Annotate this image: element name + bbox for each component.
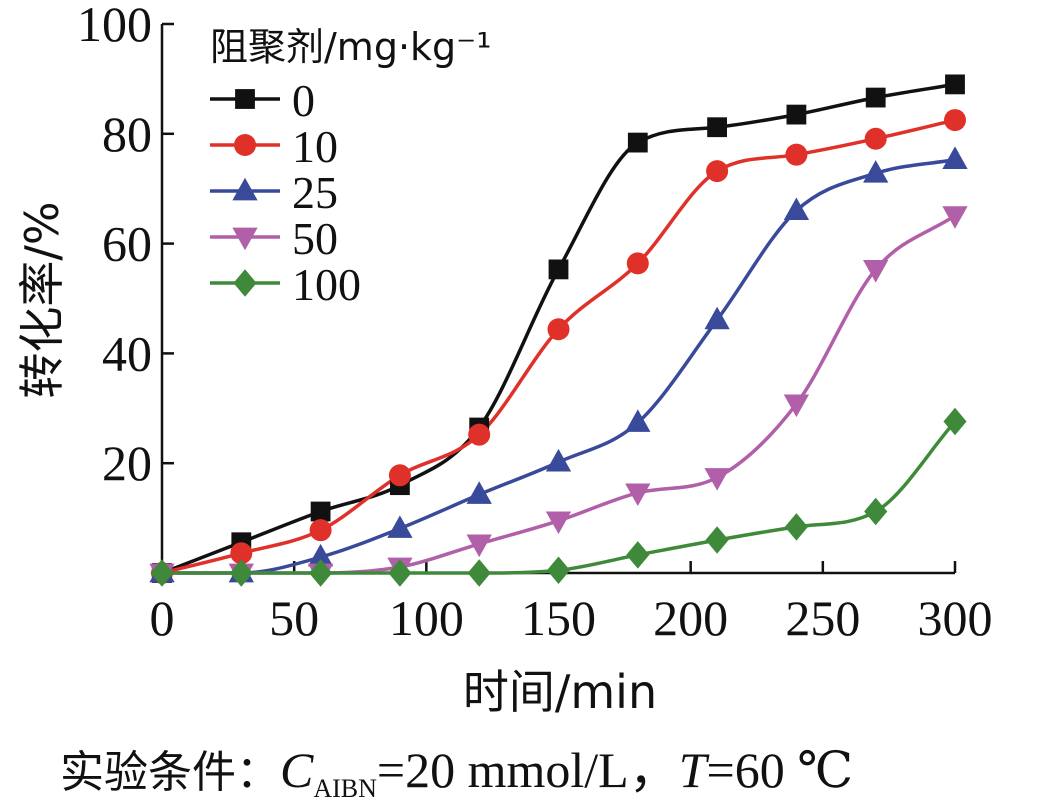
legend-label-10: 10 xyxy=(292,121,338,172)
data-point-100 xyxy=(546,556,571,585)
data-point-10 xyxy=(706,160,729,183)
legend-title: 阻聚剂/mg·kg⁻¹ xyxy=(210,25,491,69)
data-point-25 xyxy=(942,146,968,169)
legend-marker-50 xyxy=(232,227,258,251)
x-tick-label: 0 xyxy=(150,590,175,646)
data-point-10 xyxy=(864,127,887,150)
x-tick-label: 300 xyxy=(918,590,993,646)
series-line-25 xyxy=(161,157,956,575)
data-point-100 xyxy=(784,513,808,541)
data-point-10 xyxy=(785,143,808,166)
data-point-50 xyxy=(625,483,651,507)
legend-marker-25 xyxy=(232,177,258,201)
data-point-100 xyxy=(864,497,888,526)
data-point-100 xyxy=(229,559,253,587)
x-tick-label: 150 xyxy=(521,590,596,646)
y-axis-title: 转化率/% xyxy=(15,201,69,398)
series-line-10 xyxy=(161,118,956,575)
data-point-0 xyxy=(548,259,569,280)
legend-label-0: 0 xyxy=(292,75,315,126)
data-point-25 xyxy=(545,448,572,472)
y-tick-label: 20 xyxy=(102,435,152,491)
y-tick-label: 60 xyxy=(102,216,152,272)
x-axis-title: 时间/min xyxy=(463,665,657,719)
data-point-0 xyxy=(310,501,331,522)
data-point-10 xyxy=(626,252,649,275)
caption-c-variable: C xyxy=(280,742,314,798)
data-point-25 xyxy=(466,481,492,504)
data-point-100 xyxy=(943,407,967,436)
data-point-0 xyxy=(865,87,886,108)
data-point-0 xyxy=(627,132,648,153)
data-point-50 xyxy=(466,534,492,558)
markers xyxy=(149,74,968,587)
data-point-25 xyxy=(625,409,651,432)
data-point-100 xyxy=(467,559,491,587)
data-point-10 xyxy=(944,109,966,132)
y-tick-label: 40 xyxy=(102,325,152,381)
data-point-100 xyxy=(309,559,333,587)
caption-prefix: 实验条件： xyxy=(60,747,280,798)
data-point-100 xyxy=(705,526,729,554)
data-point-25 xyxy=(387,515,413,538)
data-point-50 xyxy=(942,206,968,229)
y-tick-label: 100 xyxy=(77,0,152,52)
data-point-100 xyxy=(150,559,174,587)
data-point-0 xyxy=(945,74,965,95)
data-point-100 xyxy=(626,541,650,569)
data-point-50 xyxy=(545,511,572,535)
experiment-conditions-caption: 实验条件：CAIBN=20 mmol/L，T=60 ℃ xyxy=(60,730,853,804)
legend-marker-100 xyxy=(233,269,257,297)
caption-t-value: =60 ℃ xyxy=(706,742,854,798)
data-point-0 xyxy=(786,104,807,125)
caption-c-subscript: AIBN xyxy=(313,774,377,803)
legend-marker-0 xyxy=(235,89,255,109)
x-tick-label: 200 xyxy=(653,590,728,646)
legend-marker-10 xyxy=(234,134,256,156)
data-point-0 xyxy=(707,117,727,138)
legend-label-50: 50 xyxy=(292,213,338,264)
series-line-100 xyxy=(161,420,957,575)
data-point-50 xyxy=(783,394,810,418)
x-tick-label: 250 xyxy=(785,590,860,646)
caption-t-variable: T xyxy=(678,742,707,798)
x-tick-label: 100 xyxy=(389,590,464,646)
data-point-25 xyxy=(704,306,730,330)
data-point-10 xyxy=(309,519,332,542)
legend-label-100: 100 xyxy=(292,259,361,310)
data-point-10 xyxy=(468,423,491,446)
y-tick-label: 80 xyxy=(102,106,152,162)
x-tick-label: 50 xyxy=(269,590,319,646)
data-point-10 xyxy=(230,542,253,565)
legend-label-25: 25 xyxy=(292,167,338,218)
data-point-25 xyxy=(307,543,334,567)
data-point-100 xyxy=(388,559,412,587)
data-point-25 xyxy=(863,160,889,183)
data-point-50 xyxy=(863,260,889,283)
data-point-10 xyxy=(547,318,570,341)
data-point-10 xyxy=(388,464,411,487)
data-point-25 xyxy=(783,197,810,221)
data-point-50 xyxy=(704,468,730,491)
caption-c-value: =20 mmol/L， xyxy=(376,742,679,798)
